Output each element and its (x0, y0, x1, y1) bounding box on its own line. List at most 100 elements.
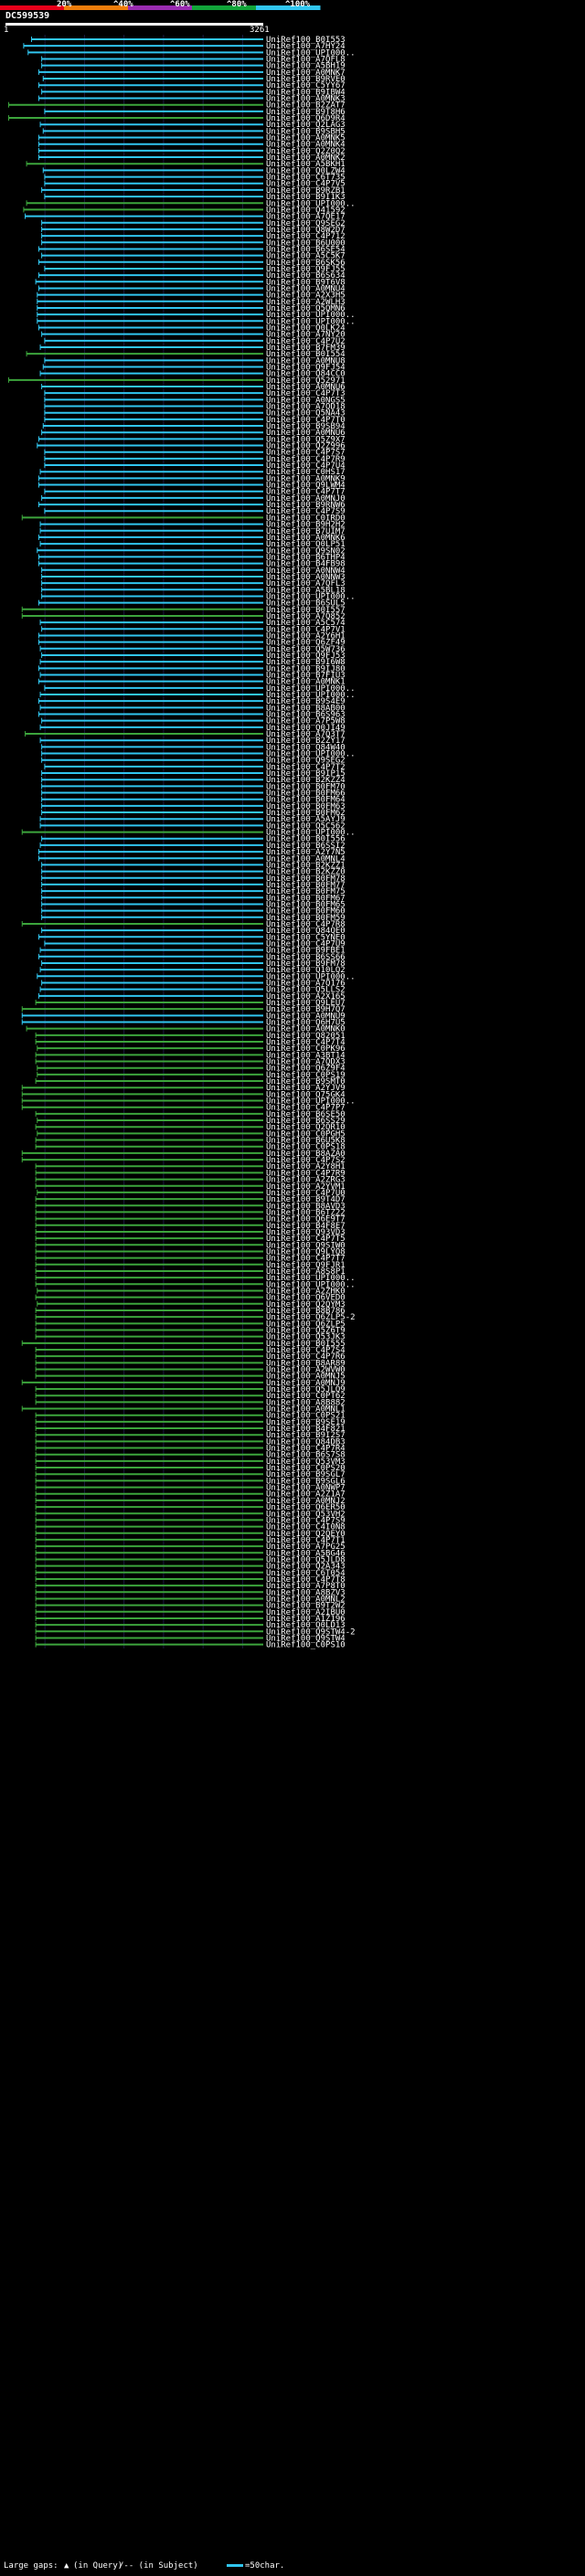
hit-label[interactable]: UniRef100_B9T8H6 (266, 108, 346, 117)
hit-label[interactable]: UniRef100_C0PK96 (266, 1044, 346, 1054)
hit-label[interactable]: UniRef100_A7P5W8 (266, 717, 346, 726)
hit-row[interactable]: UniRef100_C4P7T5 (35, 1235, 346, 1244)
hit-label[interactable]: UniRef100_B6SS29 (266, 1117, 346, 1126)
hit-label[interactable]: UniRef100_A7QD18 (266, 403, 346, 412)
hit-row[interactable]: UniRef100_C0PGH5 (37, 1129, 346, 1139)
hit-row[interactable]: UniRef100_B4F821 (35, 1425, 346, 1434)
hit-label[interactable]: UniRef100_C0PS19 (266, 1071, 346, 1080)
hit-label[interactable]: UniRef100_Q5W736 (266, 645, 346, 654)
hit-label[interactable]: UniRef100_A2Z1A7 (266, 1490, 346, 1500)
hit-label[interactable]: UniRef100_B9I1K3 (266, 193, 346, 202)
hit-label[interactable]: UniRef100_A2Y6H1 (266, 631, 346, 641)
hit-row[interactable]: UniRef100_UPI000.. (41, 750, 356, 759)
hit-label[interactable]: UniRef100_Q9LWM4 (266, 482, 346, 491)
hit-label[interactable]: UniRef100_Q0LP51 (266, 540, 346, 549)
hit-row[interactable]: UniRef100_Q6VED0 (35, 1294, 346, 1303)
hit-label[interactable]: UniRef100_B2KZZ4 (266, 776, 346, 785)
hit-label[interactable]: UniRef100_C4P7R4 (266, 1445, 346, 1454)
hit-label[interactable]: UniRef100_B9RVE0 (266, 75, 346, 84)
hit-row[interactable]: UniRef100_UPI000.. (41, 592, 356, 601)
hit-row[interactable]: UniRef100_B6SUL5 (37, 599, 346, 609)
hit-label[interactable]: UniRef100_UPI000.. (266, 592, 356, 601)
hit-label[interactable]: UniRef100_A2X165 (266, 992, 346, 1002)
hit-row[interactable]: UniRef100_C4P7P7 (21, 1104, 346, 1113)
hit-row[interactable]: UniRef100_C4P7S7 (44, 449, 346, 458)
hit-row[interactable]: UniRef100_Q84DB3 (35, 1437, 346, 1447)
hit-label[interactable]: UniRef100_C5YNE0 (266, 933, 346, 942)
hit-label[interactable]: UniRef100_C4P7V5 (266, 180, 346, 189)
hit-row[interactable]: UniRef100_B0I553 (30, 36, 346, 45)
hit-row[interactable]: UniRef100_Q5JLD8 (35, 1555, 346, 1564)
hit-row[interactable]: UniRef100_Q2Z996 (37, 442, 346, 451)
hit-label[interactable]: UniRef100_C4P7R9 (266, 455, 346, 464)
hit-label[interactable]: UniRef100_Q53JK3 (266, 1333, 346, 1342)
hit-row[interactable]: UniRef100_B4F8E7 (35, 1222, 346, 1231)
hit-label[interactable]: UniRef100_B9SMT0 (266, 1077, 346, 1087)
hit-row[interactable]: UniRef100_Q5Z6T9 (35, 1326, 346, 1335)
hit-row[interactable]: UniRef100_B2ZY17 (39, 737, 346, 746)
hit-row[interactable]: UniRef100_B6U000 (41, 239, 346, 248)
hit-row[interactable]: UniRef100_C4P7R8 (21, 920, 346, 929)
hit-label[interactable]: UniRef100_A0MNK7 (266, 69, 346, 78)
hit-row[interactable]: UniRef100_Q5QMN6 (37, 304, 346, 313)
hit-row[interactable]: UniRef100_Q0LZW4 (42, 166, 346, 175)
hit-row[interactable]: UniRef100_B8AZA0 (21, 1150, 346, 1159)
hit-label[interactable]: UniRef100_A0MNJ0 (266, 494, 346, 504)
hit-row[interactable]: UniRef100_B0FM60 (41, 907, 346, 917)
hit-label[interactable]: UniRef100_C0PS10 (266, 1641, 346, 1650)
hit-label[interactable]: UniRef100_A0MNL1 (266, 1405, 346, 1415)
hit-label[interactable]: UniRef100_UPI000.. (266, 311, 356, 320)
hit-label[interactable]: UniRef100_B0FM59 (266, 914, 346, 923)
hit-label[interactable]: UniRef100_A0NWP7 (266, 1484, 346, 1493)
hit-row[interactable]: UniRef100_A8S8P1 (35, 1267, 346, 1277)
hit-label[interactable]: UniRef100_A8BZV3 (266, 1588, 346, 1597)
hit-row[interactable]: UniRef100_C4P7R9 (44, 455, 346, 464)
hit-label[interactable]: UniRef100_B0FM66 (266, 790, 346, 799)
hit-row[interactable]: UniRef100_B9IBW4 (41, 88, 346, 97)
hit-row[interactable]: UniRef100_UPI000.. (37, 311, 356, 320)
hit-row[interactable]: UniRef100_B9T6V8 (35, 278, 346, 287)
hit-label[interactable]: UniRef100_C5YY67 (266, 81, 346, 90)
hit-label[interactable]: UniRef100_B9RZB1 (266, 186, 346, 196)
hit-label[interactable]: UniRef100_B0I555 (266, 1340, 346, 1349)
hit-label[interactable]: UniRef100_A0MNK9 (266, 474, 346, 483)
hit-row[interactable]: UniRef100_B9H7Q7 (21, 1005, 346, 1014)
hit-row[interactable]: UniRef100_A0MNK6 (37, 534, 346, 543)
hit-label[interactable]: UniRef100_B7FM39 (266, 344, 346, 353)
hit-row[interactable]: UniRef100_B6SS66 (37, 953, 346, 962)
hit-label[interactable]: UniRef100_A8S8P1 (266, 1267, 346, 1277)
hit-row[interactable]: UniRef100_B7UIM7 (39, 527, 346, 536)
hit-label[interactable]: UniRef100_B6TZ22 (266, 1208, 346, 1217)
hit-label[interactable]: UniRef100_Q9FJ54 (266, 364, 346, 373)
hit-row[interactable]: UniRef100_B9RVE0 (42, 75, 346, 84)
hit-label[interactable]: UniRef100_Q9SN02 (266, 546, 346, 556)
hit-row[interactable]: UniRef100_Q84CC0 (39, 370, 346, 379)
hit-label[interactable]: UniRef100_B6S634 (266, 271, 346, 281)
hit-label[interactable]: UniRef100_B9FM78 (266, 959, 346, 969)
hit-row[interactable]: UniRef100_A5C5K7 (41, 252, 346, 261)
hit-label[interactable]: UniRef100_Q41592 (266, 206, 346, 215)
hit-row[interactable]: UniRef100_B9SMT0 (35, 1077, 346, 1087)
hit-label[interactable]: UniRef100_Q2QR10 (266, 1123, 346, 1132)
hit-row[interactable]: UniRef100_B2KZZ1 (41, 861, 346, 870)
hit-row[interactable]: UniRef100_A0MNK2 (37, 154, 346, 163)
hit-row[interactable]: UniRef100_A0MNL1 (21, 1405, 346, 1415)
hit-label[interactable]: UniRef100_A0NGS5 (266, 396, 346, 405)
hit-label[interactable]: UniRef100_A3BT14 (266, 1051, 346, 1060)
hit-label[interactable]: UniRef100_C0PS20 (266, 1464, 346, 1473)
hit-label[interactable]: UniRef100_B6SE54 (266, 245, 346, 254)
hit-label[interactable]: UniRef100_B9SGL6 (266, 1477, 346, 1486)
hit-label[interactable]: UniRef100_Q0LD13 (266, 1621, 346, 1630)
hit-row[interactable]: UniRef100_B0FM63 (41, 802, 346, 811)
hit-row[interactable]: UniRef100_C4P7T3 (44, 389, 346, 398)
hit-label[interactable]: UniRef100_B0FM62 (266, 809, 346, 818)
hit-row[interactable]: UniRef100_C4P7T7 (44, 488, 346, 497)
hit-row[interactable]: UniRef100_A2Y8H1 (35, 1162, 346, 1171)
hit-row[interactable]: UniRef100_C5YY67 (37, 81, 346, 90)
hit-label[interactable]: UniRef100_Q9SEG2 (266, 757, 346, 766)
hit-label[interactable]: UniRef100_C4P712 (266, 232, 346, 241)
hit-row[interactable]: UniRef100_C0PT62 (35, 1392, 346, 1401)
hit-row[interactable]: UniRef100_Q2Z0Q2 (37, 147, 346, 156)
hit-row[interactable]: UniRef100_B9T4D7 (35, 1195, 346, 1204)
hit-row[interactable]: UniRef100_Q6Z9F4 (37, 1065, 346, 1074)
